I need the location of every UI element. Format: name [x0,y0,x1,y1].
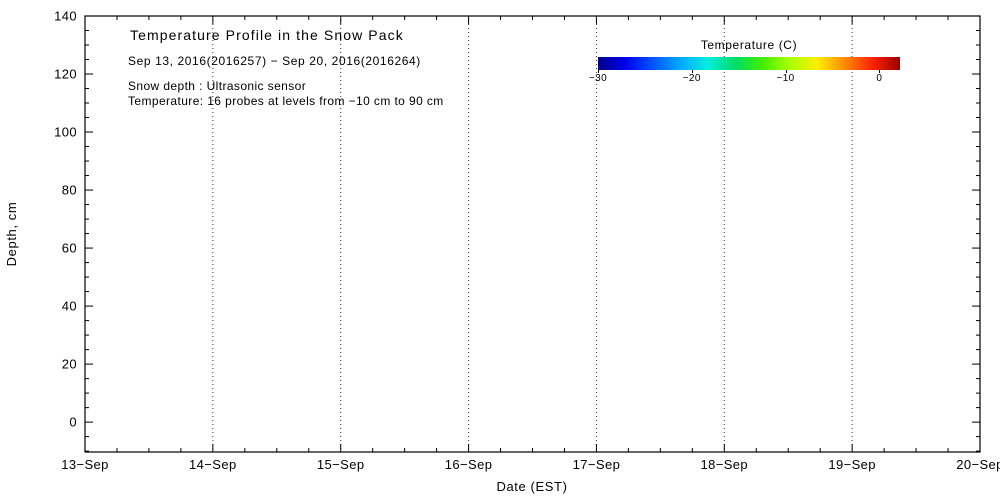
colorbar-tick-label: −10 [776,73,795,84]
x-tick-label: 19−Sep [828,457,876,472]
colorbar-tick-label: 0 [876,73,883,84]
x-tick-label: 17−Sep [573,457,621,472]
x-tick-label: 15−Sep [317,457,365,472]
colorbar-tick [691,70,693,73]
annotation-temperature-probes: Temperature: 16 probes at levels from −1… [128,94,444,108]
x-axis-title: Date (EST) [496,479,567,494]
y-tick-label: 140 [54,9,77,24]
colorbar-tick-label: −20 [682,73,701,84]
colorbar-ticks: −30 −20 −10 0 [589,70,900,86]
colorbar-tick [785,70,787,73]
colorbar-tick [879,70,881,73]
colorbar-title: Temperature (C) [700,38,798,52]
x-tick-label: 20−Sep [956,457,1000,472]
annotation-snow-depth: Snow depth : Ultrasonic sensor [128,79,307,93]
y-tick-label: 20 [62,357,77,372]
y-tick-label: 120 [54,67,77,82]
y-tick-label: 60 [62,241,77,256]
y-axis-title: Depth, cm [4,202,19,267]
colorbar-gradient [598,57,900,70]
chart-subtitle: Sep 13, 2016(2016257) − Sep 20, 2016(201… [128,54,421,68]
y-tick-label: 40 [62,299,77,314]
y-tick-label: 100 [54,125,77,140]
colorbar-tick-label: −30 [588,73,608,84]
chart-title: Temperature Profile in the Snow Pack [130,27,404,43]
x-tick-label: 14−Sep [189,457,237,472]
colorbar: Temperature (C) −30 −20 −10 0 [589,38,900,86]
x-tick-label: 18−Sep [700,457,748,472]
y-tick-label: 80 [62,183,77,198]
colorbar-tick [598,70,599,73]
y-tick-label: 0 [69,415,77,430]
x-tick-label: 13−Sep [61,457,109,472]
x-tick-label: 16−Sep [445,457,493,472]
